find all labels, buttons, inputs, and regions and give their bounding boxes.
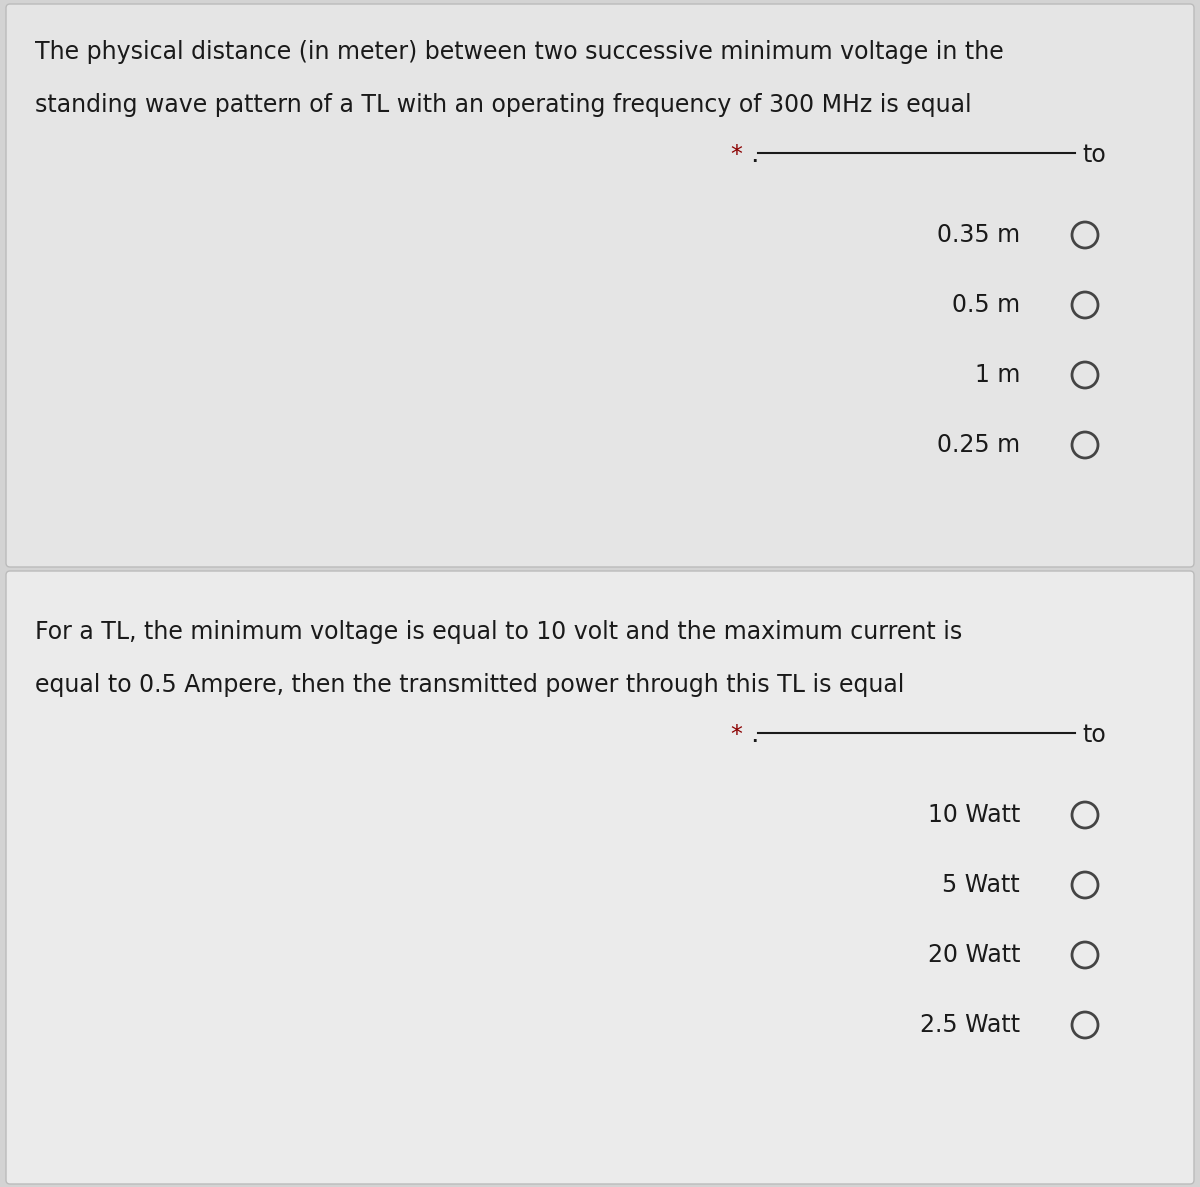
Text: 0.35 m: 0.35 m [937,223,1020,247]
Text: to: to [1082,723,1105,747]
Text: standing wave pattern of a TL with an operating frequency of 300 MHz is equal: standing wave pattern of a TL with an op… [35,93,972,118]
Text: 0.25 m: 0.25 m [937,433,1020,457]
FancyBboxPatch shape [6,571,1194,1183]
Text: 20 Watt: 20 Watt [928,942,1020,967]
Text: 10 Watt: 10 Watt [928,802,1020,827]
Text: *: * [730,142,742,167]
Text: to: to [1082,142,1105,167]
Text: 5 Watt: 5 Watt [942,872,1020,897]
FancyBboxPatch shape [6,4,1194,567]
Text: equal to 0.5 Ampere, then the transmitted power through this TL is equal: equal to 0.5 Ampere, then the transmitte… [35,673,905,697]
Text: .: . [750,722,758,748]
Text: 2.5 Watt: 2.5 Watt [920,1013,1020,1037]
Text: 1 m: 1 m [974,363,1020,387]
Text: The physical distance (in meter) between two successive minimum voltage in the: The physical distance (in meter) between… [35,40,1003,64]
Text: .: . [750,142,758,169]
Text: 0.5 m: 0.5 m [952,293,1020,317]
Text: For a TL, the minimum voltage is equal to 10 volt and the maximum current is: For a TL, the minimum voltage is equal t… [35,620,962,645]
Text: *: * [730,723,742,747]
